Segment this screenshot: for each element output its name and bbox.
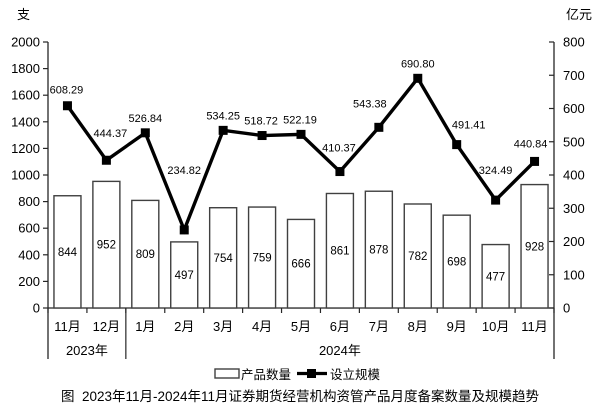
right-axis-unit-label: 亿元 — [566, 7, 592, 22]
legend-bar-label: 产品数量 — [241, 367, 291, 382]
bar-value-label: 782 — [408, 251, 427, 263]
line-value-label: 608.29 — [50, 85, 84, 97]
month-label: 7月 — [369, 319, 389, 334]
month-label: 2月 — [174, 319, 194, 334]
line-value-label: 518.72 — [244, 116, 278, 128]
left-axis-tick-label: 0 — [33, 301, 40, 316]
legend-line-label: 设立规模 — [330, 367, 381, 382]
line-value-label: 444.37 — [94, 128, 128, 140]
month-label: 9月 — [447, 319, 467, 334]
line-value-label: 440.84 — [514, 138, 548, 150]
line-marker — [413, 73, 423, 83]
right-axis-tick-label: 800 — [563, 35, 585, 50]
line-value-label: 690.80 — [401, 58, 435, 70]
month-label: 5月 — [291, 319, 311, 334]
line-marker — [101, 155, 111, 165]
bar — [442, 214, 471, 309]
bar — [286, 218, 316, 309]
bar-value-label: 844 — [58, 247, 78, 259]
right-axis-tick-label: 100 — [563, 267, 585, 282]
line-value-label: 522.19 — [283, 114, 317, 126]
line-marker — [296, 129, 306, 139]
right-axis-tick-label: 0 — [563, 301, 570, 316]
line-value-label: 543.38 — [353, 98, 387, 110]
line-marker — [335, 167, 345, 177]
plot-area: 0 200 400 600 800 1000 1200 1400 1600 1800 2000 0 10… — [11, 35, 585, 359]
year-label: 2024年 — [319, 343, 361, 358]
left-axis-tick-label: 1400 — [11, 114, 40, 129]
bar — [208, 207, 238, 309]
bar — [481, 243, 510, 309]
bar-value-label: 809 — [136, 249, 155, 261]
left-axis-tick-label: 600 — [18, 221, 40, 236]
line-value-label: 234.82 — [167, 165, 201, 177]
bar-value-label: 878 — [369, 245, 388, 257]
line-marker — [218, 125, 228, 135]
line-value-label: 534.25 — [206, 110, 240, 122]
left-axis-tick-label: 1200 — [11, 141, 40, 156]
bar-value-label: 861 — [330, 246, 349, 258]
bar-value-label: 952 — [97, 240, 116, 252]
month-label: 1月 — [135, 319, 155, 334]
chart-caption: 图 2023年11月-2024年11月证券期货经营机构资管产品月度备案数量及规模… — [61, 388, 539, 404]
month-label: 3月 — [213, 319, 233, 334]
bar — [247, 206, 277, 309]
left-axis-tick-label: 1000 — [11, 168, 40, 183]
month-label: 11月 — [521, 319, 548, 334]
left-axis-tick-label: 1600 — [11, 88, 40, 103]
bar — [364, 190, 394, 309]
month-label: 10月 — [482, 319, 509, 334]
month-label: 12月 — [93, 319, 120, 334]
line-marker — [62, 101, 72, 111]
bar — [131, 199, 160, 309]
line-value-label: 410.37 — [322, 143, 356, 155]
line-marker — [179, 225, 189, 235]
line-value-label: 324.49 — [479, 165, 513, 177]
bar-value-label: 928 — [525, 241, 544, 253]
line-marker — [491, 195, 501, 205]
right-axis-tick-label: 300 — [563, 201, 585, 216]
bar-value-label: 497 — [175, 270, 194, 282]
bar — [403, 203, 432, 309]
bar — [170, 241, 199, 309]
left-axis-unit-label: 支 — [17, 7, 30, 22]
legend: 产品数量 设立规模 — [214, 367, 381, 382]
left-axis-tick-label: 2000 — [11, 35, 40, 50]
left-axis-tick-label: 800 — [18, 194, 40, 209]
bar — [92, 180, 121, 309]
bar-value-label: 477 — [486, 271, 505, 283]
line-value-label: 526.84 — [128, 113, 162, 125]
month-label: 11月 — [54, 319, 81, 334]
left-axis-tick-label: 400 — [18, 247, 40, 262]
line-marker — [452, 140, 462, 150]
right-axis-tick-label: 700 — [563, 68, 585, 83]
right-axis-tick-label: 200 — [563, 234, 585, 249]
month-label: 8月 — [408, 319, 428, 334]
line-marker — [530, 156, 540, 166]
right-axis-tick-label: 600 — [563, 101, 585, 116]
bar — [53, 195, 82, 309]
line-marker — [374, 122, 384, 132]
bar — [520, 183, 549, 309]
legend-bar-swatch — [214, 368, 240, 379]
bar — [325, 192, 355, 309]
line-value-label: 491.41 — [452, 120, 486, 132]
line-marker — [140, 128, 150, 138]
right-axis-tick-label: 400 — [563, 168, 585, 183]
month-label: 6月 — [330, 319, 350, 334]
bar-value-label: 754 — [214, 253, 234, 265]
month-label: 4月 — [252, 319, 272, 334]
left-axis-tick-label: 200 — [18, 274, 40, 289]
left-axis-tick-label: 1800 — [11, 61, 40, 76]
right-axis-tick-label: 500 — [563, 134, 585, 149]
bar-value-label: 698 — [447, 257, 466, 269]
bar-value-label: 759 — [252, 253, 271, 265]
year-label: 2023年 — [66, 343, 108, 358]
legend-line-marker-icon — [307, 369, 316, 378]
bar-value-label: 666 — [291, 259, 310, 271]
line-marker — [257, 131, 267, 141]
